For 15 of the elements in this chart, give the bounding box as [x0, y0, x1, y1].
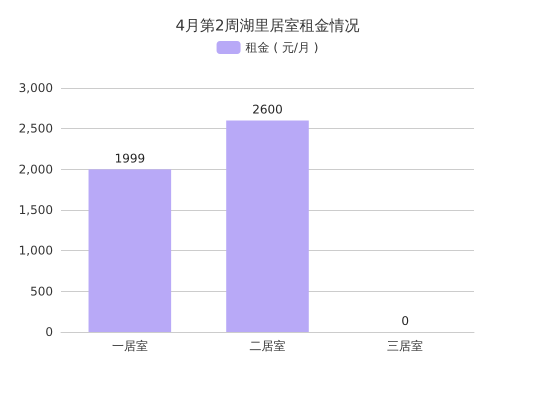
x-tick-label: 一居室 — [112, 339, 148, 353]
y-tick-label: 3,000 — [18, 81, 53, 95]
x-tick-label: 二居室 — [250, 339, 286, 353]
x-tick-label: 三居室 — [387, 339, 424, 353]
data-label: 0 — [401, 314, 409, 328]
chart-title: 4月第2周湖里居室租金情况 — [175, 16, 360, 34]
y-tick-label: 500 — [30, 284, 53, 298]
data-label: 1999 — [114, 151, 146, 166]
y-tick-label: 2,500 — [18, 122, 53, 136]
y-tick-label: 1,500 — [18, 203, 53, 217]
legend-label: 租金 ( 元/月 ) — [246, 40, 318, 54]
y-tick-label: 2,000 — [18, 162, 53, 176]
y-tick-label: 1,000 — [18, 244, 53, 258]
data-label: 2600 — [252, 102, 283, 117]
y-tick-label: 0 — [45, 325, 53, 339]
